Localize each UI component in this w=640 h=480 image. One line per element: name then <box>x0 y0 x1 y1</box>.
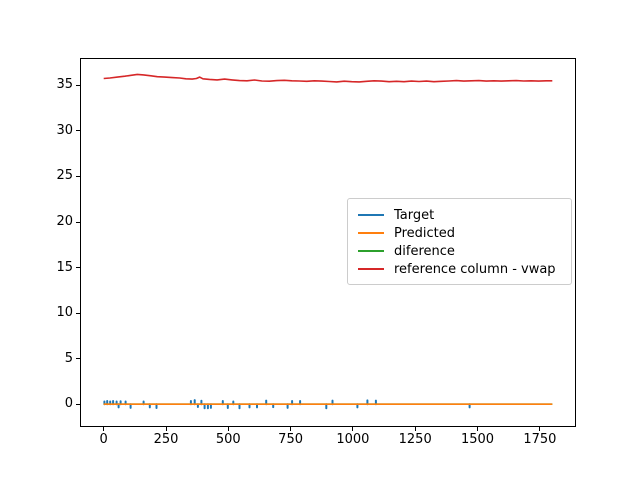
x-axis-tick-label: 250 <box>153 432 179 447</box>
legend-line-swatch-target <box>358 214 384 216</box>
legend-line-swatch-reference-vwap <box>358 268 384 270</box>
y-axis-tick-label: 15 <box>56 259 73 275</box>
x-axis-tick-mark <box>539 427 541 431</box>
x-axis-tick-mark <box>290 427 292 431</box>
x-axis-tick-label: 750 <box>278 432 303 447</box>
legend-label-reference-vwap: reference column - vwap <box>394 261 556 277</box>
x-axis-tick-label: 1000 <box>336 432 370 447</box>
x-axis-tick-mark <box>352 427 354 431</box>
legend-entry-predicted: Predicted <box>358 224 561 242</box>
y-axis-tick-mark <box>76 403 80 405</box>
legend-label-predicted: Predicted <box>394 225 456 241</box>
x-axis-tick-mark <box>227 427 229 431</box>
y-axis-tick-mark <box>76 175 80 177</box>
legend-line-swatch-diference <box>358 250 384 252</box>
x-axis-tick-mark <box>414 427 416 431</box>
y-axis-tick-mark <box>76 221 80 223</box>
legend-label-target: Target <box>394 207 435 223</box>
y-axis-tick-label: 30 <box>56 122 73 138</box>
y-axis-tick-label: 10 <box>56 305 73 321</box>
x-axis-tick-mark <box>477 427 478 431</box>
x-axis-tick-mark <box>165 427 167 431</box>
x-axis-tick-label: 0 <box>99 432 108 447</box>
y-axis-tick-mark <box>76 312 80 314</box>
legend-label-diference: diference <box>394 243 455 259</box>
y-axis-tick-label: 20 <box>56 214 73 229</box>
legend-entry-diference: diference <box>358 242 561 260</box>
x-axis-tick-label: 1250 <box>398 432 432 447</box>
y-axis-tick-label: 5 <box>64 350 73 366</box>
y-axis-tick-label: 35 <box>56 77 73 93</box>
y-axis-tick-label: 0 <box>64 396 73 412</box>
legend-box: Target Predicted diference reference col… <box>347 198 572 285</box>
legend-line-swatch-predicted <box>358 232 384 234</box>
y-axis-tick-label: 25 <box>56 168 73 184</box>
y-axis-tick-mark <box>76 267 80 269</box>
x-axis-tick-label: 1500 <box>460 432 495 447</box>
y-axis-tick-mark <box>76 130 80 132</box>
y-axis-tick-mark <box>76 358 80 360</box>
x-axis-tick-mark <box>103 427 105 431</box>
x-axis-tick-label: 1750 <box>523 432 557 447</box>
x-axis-tick-label: 500 <box>215 432 241 447</box>
legend-entry-reference-vwap: reference column - vwap <box>358 260 561 278</box>
y-axis-tick-mark <box>76 84 80 86</box>
legend-entry-target: Target <box>358 206 561 224</box>
